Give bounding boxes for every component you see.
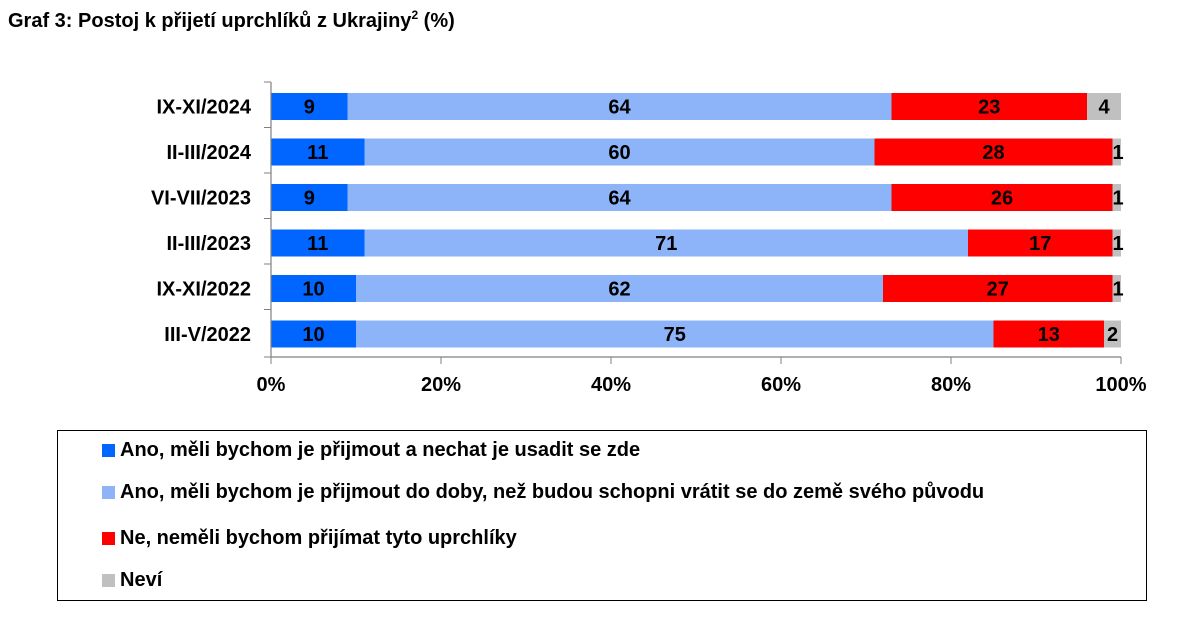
- data-label: 1: [1112, 233, 1123, 255]
- bar-segment: [883, 275, 1113, 302]
- x-tick-label: 0%: [257, 374, 286, 396]
- legend-label: Ano, měli bychom je přijmout do doby, ne…: [120, 480, 985, 503]
- category-label: II-III/2023: [167, 233, 252, 255]
- data-label: 4: [1098, 97, 1110, 119]
- legend-label: Ano, měli bychom je přijmout a nechat je…: [120, 438, 641, 461]
- legend-swatch: [102, 531, 115, 545]
- data-label: 64: [608, 97, 631, 119]
- legend-item: Neví: [102, 568, 162, 592]
- bar-segment: [1112, 184, 1121, 211]
- category-label: IX-XI/2024: [156, 97, 251, 119]
- chart-title: Graf 3: Postoj k přijetí uprchlíků z Ukr…: [8, 8, 455, 32]
- legend-item: Ne, neměli bychom přijímat tyto uprchlík…: [102, 526, 517, 550]
- data-label: 27: [987, 279, 1009, 301]
- bar-segment: [271, 229, 365, 257]
- data-label: 9: [304, 188, 315, 210]
- bar-segment: [271, 138, 365, 166]
- bar-segment: [1087, 93, 1121, 120]
- legend-swatch: [102, 485, 115, 499]
- legend-swatch: [102, 573, 115, 587]
- bar-segment: [356, 320, 994, 348]
- bar-segment: [364, 138, 875, 166]
- x-tick-label: 40%: [591, 374, 631, 396]
- data-label: 2: [1107, 324, 1118, 346]
- bar-segment: [1112, 275, 1121, 302]
- bar-segment: [271, 275, 356, 302]
- category-label: IX-XI/2022: [156, 279, 251, 301]
- bar-segment: [968, 229, 1113, 257]
- bar-segment: [347, 184, 892, 211]
- data-label: 28: [982, 142, 1004, 164]
- bar-segment: [874, 138, 1113, 166]
- data-label: 71: [655, 233, 677, 255]
- bar-segment: [891, 93, 1087, 120]
- bar-segment: [364, 229, 968, 257]
- bar-segment: [271, 184, 348, 211]
- bar-segment: [1112, 229, 1121, 257]
- data-label: 64: [608, 188, 631, 210]
- bar-segment: [271, 320, 356, 348]
- x-tick-label: 60%: [761, 374, 801, 396]
- data-label: 60: [608, 142, 630, 164]
- category-label: III-V/2022: [164, 324, 251, 346]
- data-label: 9: [304, 97, 315, 119]
- category-label: II-III/2024: [167, 142, 252, 164]
- bar-segment: [1104, 320, 1121, 348]
- x-tick-label: 80%: [931, 374, 971, 396]
- bar-segment: [347, 93, 892, 120]
- data-label: 11: [307, 233, 328, 255]
- legend-item: Ano, měli bychom je přijmout a nechat je…: [102, 438, 640, 462]
- data-label: 10: [302, 324, 324, 346]
- legend-swatch: [102, 443, 115, 457]
- chart-legend: Ano, měli bychom je přijmout a nechat je…: [57, 430, 1147, 601]
- data-label: 75: [664, 324, 686, 346]
- data-label: 11: [307, 142, 328, 164]
- data-label: 1: [1112, 279, 1123, 301]
- legend-item: Ano, měli bychom je přijmout do doby, ne…: [102, 480, 984, 504]
- data-label: 1: [1112, 142, 1123, 164]
- data-label: 10: [302, 279, 324, 301]
- data-label: 26: [991, 188, 1013, 210]
- category-label: VI-VII/2023: [151, 188, 251, 210]
- bar-segment: [271, 93, 348, 120]
- data-label: 1: [1112, 188, 1123, 210]
- data-label: 62: [608, 279, 630, 301]
- bar-segment: [993, 320, 1104, 348]
- x-tick-label: 20%: [421, 374, 461, 396]
- legend-label: Neví: [120, 568, 163, 591]
- bar-segment: [1112, 138, 1121, 166]
- data-label: 17: [1029, 233, 1051, 255]
- bar-segment: [356, 275, 883, 302]
- bar-segment: [891, 184, 1113, 211]
- legend-label: Ne, neměli bychom přijímat tyto uprchlík…: [120, 526, 517, 549]
- data-label: 23: [978, 97, 1000, 119]
- data-label: 13: [1038, 324, 1060, 346]
- x-tick-label: 100%: [1095, 374, 1146, 396]
